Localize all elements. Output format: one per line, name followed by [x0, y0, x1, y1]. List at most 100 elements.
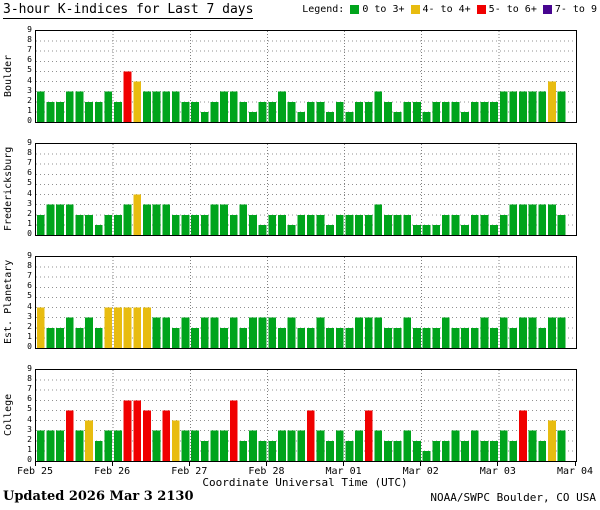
k-index-bar [374, 317, 383, 348]
y-tick-label: 3 [27, 424, 32, 434]
k-index-bar [470, 214, 479, 235]
k-index-bar [287, 317, 296, 348]
k-index-bar [422, 450, 431, 461]
k-index-bar [432, 440, 441, 461]
k-index-bar [258, 440, 267, 461]
k-index-bar [519, 410, 527, 461]
k-index-bar [94, 440, 103, 461]
k-index-bar [249, 317, 257, 348]
k-index-bar [538, 327, 547, 348]
k-index-bar [335, 430, 344, 461]
k-index-bar [133, 81, 142, 122]
k-index-bar [422, 224, 431, 235]
legend-items: 0 to 3+ 4- to 4+ 5- to 6+ 7- to 9 [350, 4, 597, 15]
k-index-bar [162, 410, 171, 461]
k-index-bar [36, 214, 45, 235]
k-index-bar [65, 91, 74, 122]
k-index-bar [114, 430, 122, 461]
y-tick-label: 3 [27, 198, 32, 208]
y-tick-label: 5 [27, 404, 32, 414]
k-index-bar [142, 204, 151, 235]
y-tick-label: 1 [27, 105, 32, 115]
k-index-bar [326, 111, 335, 122]
k-index-bar [268, 101, 277, 122]
k-index-bar [277, 327, 286, 348]
k-index-bar [499, 317, 508, 348]
y-tick-label: 8 [27, 374, 32, 384]
k-index-bar [490, 224, 498, 235]
y-tick-label: 9 [27, 25, 32, 34]
k-index-bar [538, 440, 547, 461]
k-index-bar [519, 317, 527, 348]
station-label-college: College [3, 393, 14, 436]
station-label-boulder: Boulder [3, 54, 14, 97]
x-tick-label: Mar 01 [325, 466, 362, 477]
k-index-bar [557, 430, 566, 461]
y-tick-label: 7 [27, 271, 32, 281]
k-index-bar [200, 111, 209, 122]
k-index-bar [432, 327, 441, 348]
y-tick-label: 6 [27, 281, 32, 291]
k-index-bar [249, 111, 257, 122]
legend-swatch-icon [350, 5, 360, 14]
updated-value: 2026 Mar 3 2130 [68, 489, 194, 504]
k-index-bar [499, 430, 508, 461]
k-index-bar [384, 101, 392, 122]
k-index-bar [557, 317, 566, 348]
k-index-bar [403, 214, 412, 235]
k-index-bar [490, 327, 498, 348]
k-index-bar [46, 430, 55, 461]
y-tick-label: 5 [27, 65, 32, 75]
legend-item-2: 5- to 6+ [476, 4, 537, 15]
k-index-bar [403, 101, 412, 122]
k-index-bar [277, 430, 286, 461]
k-index-panel-boulder [35, 30, 577, 123]
k-index-bar [239, 440, 248, 461]
k-index-bar [268, 317, 277, 348]
k-index-bar [441, 214, 450, 235]
k-index-bar [422, 327, 431, 348]
k-index-bar [374, 204, 383, 235]
k-index-bar [364, 410, 373, 461]
k-index-bar [210, 430, 219, 461]
k-index-bar [229, 400, 238, 461]
x-axis-tick [34, 462, 36, 466]
k-index-plot-boulder [36, 31, 576, 122]
k-index-bar [171, 420, 180, 461]
k-index-bar [547, 204, 556, 235]
k-index-bar [316, 101, 325, 122]
y-tick-label: 1 [27, 218, 32, 228]
k-index-bar [46, 327, 55, 348]
k-index-bar [335, 327, 344, 348]
k-index-bar [46, 204, 55, 235]
y-tick-label: 6 [27, 55, 32, 65]
k-index-bar [210, 204, 219, 235]
k-index-bar [200, 214, 209, 235]
k-index-bar [393, 214, 402, 235]
legend-item-label: 7- to 9 [554, 4, 597, 15]
k-index-bar [316, 430, 325, 461]
k-index-bar [56, 204, 65, 235]
k-index-bar [480, 214, 489, 235]
k-index-bar [364, 101, 373, 122]
k-index-bar [480, 101, 489, 122]
k-index-bar [326, 440, 335, 461]
k-index-bar [220, 327, 228, 348]
k-index-bar [364, 214, 373, 235]
k-index-bar [268, 440, 277, 461]
k-index-bar [65, 204, 74, 235]
k-index-bar [249, 430, 257, 461]
k-index-bar [181, 430, 190, 461]
k-index-bar [547, 317, 556, 348]
y-tick-label: 4 [27, 75, 32, 85]
k-index-bar [528, 91, 537, 122]
k-index-bar [191, 327, 200, 348]
k-index-bar [499, 91, 508, 122]
chart-title: 3-hour K-indices for Last 7 days [3, 2, 254, 19]
k-index-bar [528, 317, 537, 348]
station-label-fredericksburg: Fredericksburg [3, 146, 14, 231]
k-index-panel-est-planetary [35, 256, 577, 349]
y-tick-label: 3 [27, 85, 32, 95]
k-index-bar [258, 101, 267, 122]
x-axis-tick [188, 462, 190, 466]
